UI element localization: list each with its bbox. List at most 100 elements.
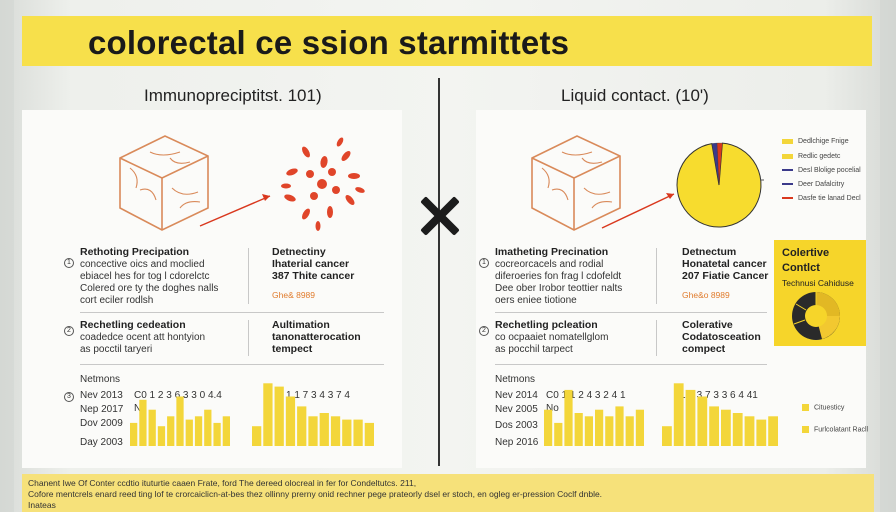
bar [194, 416, 203, 446]
center-divider [438, 78, 440, 466]
right-sec1-line: diferoeries fon frag l cdofeldt [495, 271, 622, 282]
background-window [0, 0, 14, 512]
background-window [880, 0, 896, 512]
right-chart1-label: C0 1 1 2 4 3 2 4 1 [546, 390, 626, 401]
bar [330, 416, 341, 446]
bar [635, 409, 644, 446]
pie-slice [676, 142, 762, 228]
column-divider [656, 320, 657, 356]
bar [564, 389, 573, 446]
left-bar-chart-1 [130, 396, 230, 446]
bar [554, 422, 563, 446]
right-sec1-right-title: Detnectum [682, 246, 737, 258]
bar [139, 399, 147, 446]
bar [768, 416, 778, 446]
bar [148, 409, 156, 446]
left-sec1-line: cort eciler rodlsh [80, 295, 154, 306]
bar [213, 422, 221, 446]
pie-slice [716, 142, 723, 186]
footer-line: Inateas [28, 500, 56, 510]
pie-legend-item: Desl Blolige pocelial [782, 167, 861, 174]
right-illustration [531, 135, 675, 231]
left-panel [22, 110, 402, 468]
bar [662, 426, 672, 446]
pie-legend-item: Dasfe tie lanad Decl [782, 195, 861, 202]
left-sec1-title: Rethoting Precipation [80, 246, 190, 258]
left-row-label: Nev 2013 [80, 390, 123, 401]
pie-legend-label: Redlic gedetc [798, 153, 841, 160]
pie-legend-label: Dasfe tie lanad Decl [798, 195, 861, 202]
right-bar-chart-1 [544, 389, 644, 446]
column-divider [656, 248, 657, 304]
left-sec2-title: Rechetling cedeation [80, 319, 186, 331]
legend-swatch [782, 169, 793, 172]
section-divider [495, 364, 767, 365]
bar [319, 413, 329, 446]
right-sec1-line: cocreorcacels and rodial [495, 259, 604, 270]
right-row-label: Nep 2016 [495, 437, 539, 448]
left-illustration [119, 135, 365, 231]
bar [353, 419, 363, 446]
arrow-line [199, 195, 271, 227]
left-sec1-right-orange: Ghe& 8989 [272, 290, 316, 300]
bar [756, 419, 767, 446]
right-sec2-line: co ocpaaiet nomatellglom [495, 332, 609, 343]
bar [252, 426, 262, 446]
left-sec2-right-title: Aultimation [272, 319, 330, 331]
close-icon [420, 196, 460, 236]
left-bar-chart-2 [252, 383, 374, 446]
bar [584, 416, 593, 446]
bar [615, 406, 624, 446]
tissue-cube-icon [531, 135, 621, 231]
bar [297, 406, 307, 446]
bar [274, 386, 284, 446]
pie-legend-item: Dedlchige Fnige [782, 138, 849, 145]
column-divider [248, 248, 249, 304]
pie-legend-item: Redlic gedetc [782, 153, 840, 160]
pie-legend-label: Deer Dafalcitry [798, 181, 845, 188]
left-sec1-right-sub: Ihaterial cancer [272, 258, 350, 270]
right-sec1-line: Dee ober Irobor teottier nalts [495, 283, 623, 294]
bar [605, 416, 614, 446]
right-sec1-right-sub2: 207 Fiatie Cancer [682, 270, 769, 282]
side-card-note: Technusi Cahiduse [782, 278, 854, 288]
bar [364, 422, 374, 446]
pie-legend-label: Desl Blolige pocelial [798, 167, 861, 174]
legend-swatch [782, 153, 793, 159]
right-row-label: Dos 2003 [495, 420, 538, 431]
pie-chart [676, 142, 764, 228]
section-divider [80, 312, 384, 313]
right-sec2-line: as pocchil tarpect [495, 344, 573, 355]
bar [204, 409, 212, 446]
legend-swatch [782, 183, 793, 186]
left-sec2-line: as pocctil taryeri [80, 344, 153, 355]
left-sec1-line: ebiacel hes for tog l cdorelctc [80, 271, 210, 282]
footer-line: Chanent Iwe Of Conter ccdtio ituturtie c… [28, 478, 417, 488]
bar [157, 426, 166, 446]
bar [263, 383, 273, 446]
right-table-header: Netmons [495, 374, 536, 385]
title-banner: colorectal ce ssion starmittets [22, 16, 872, 66]
bar [342, 419, 352, 446]
bar-legend-item: Furlcolatant Racll [802, 426, 868, 433]
bar [685, 389, 696, 446]
right-row-label: Nev 2014 [495, 390, 538, 401]
right-sec1-right-orange: Ghe&o 8989 [682, 290, 730, 300]
right-sec2-title: Rechetling pcleation [495, 319, 598, 331]
left-sec1-right-sub2: 387 Thite cancer [272, 270, 355, 282]
section-divider [495, 312, 767, 313]
bar [285, 396, 296, 446]
right-bar-chart-2 [662, 383, 778, 446]
left-row-label: Dov 2009 [80, 418, 123, 429]
particle-cluster-icon [281, 137, 365, 231]
step-1-icon: 1 [479, 258, 489, 268]
right-sec2-right-line: Codatosceation [682, 331, 761, 343]
step-2-icon: 2 [479, 326, 489, 336]
donut-chart-icon [792, 292, 840, 340]
footer-notes: Chanent Iwe Of Conter ccdtio ituturtie c… [22, 474, 874, 512]
left-sec2-line: coadedce ocent att hontyion [80, 332, 206, 343]
left-row-label: Nep 2017 [80, 404, 124, 415]
bar [595, 409, 604, 446]
bar [697, 396, 708, 446]
arrow-head [666, 193, 674, 199]
